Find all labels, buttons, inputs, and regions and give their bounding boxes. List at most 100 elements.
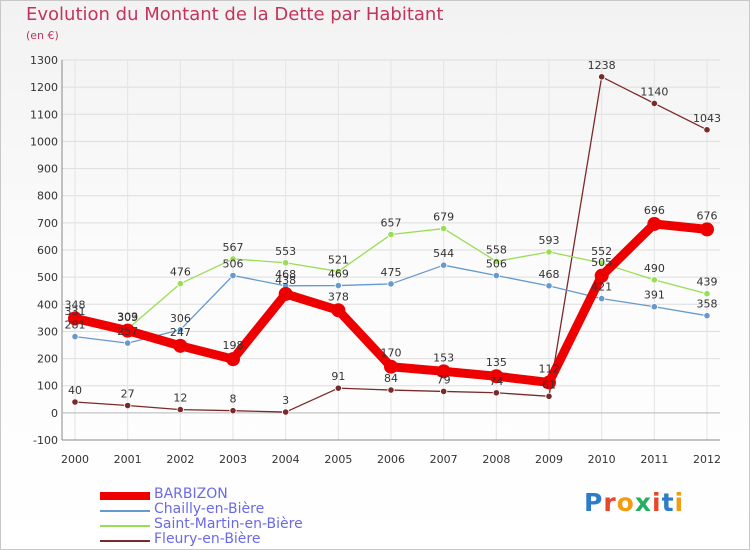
data-point (334, 384, 342, 392)
x-tick-label: 2000 (61, 453, 89, 466)
x-tick-label: 2008 (482, 453, 510, 466)
data-point (436, 364, 451, 379)
x-tick-label: 2003 (219, 453, 247, 466)
x-tick-label: 2004 (272, 453, 300, 466)
data-point (440, 261, 448, 269)
data-point (229, 271, 237, 280)
data-point (282, 259, 290, 267)
y-tick-label: 700 (37, 217, 58, 230)
y-tick-label: 600 (37, 244, 58, 257)
data-label: 3 (282, 394, 289, 407)
x-tick-label: 2010 (588, 453, 616, 466)
data-point (229, 255, 237, 263)
data-label: 8 (230, 393, 237, 406)
data-point (492, 257, 500, 265)
data-point (650, 99, 658, 108)
data-point (387, 230, 395, 239)
logo-letter: i (674, 488, 685, 517)
data-label: 438 (275, 274, 296, 287)
y-tick-label: 100 (37, 380, 58, 393)
data-point (334, 281, 342, 290)
data-label: 552 (591, 245, 612, 258)
data-label: 553 (275, 245, 296, 258)
data-label: 84 (384, 372, 398, 385)
data-label: 421 (591, 281, 612, 294)
data-label: 40 (68, 384, 82, 397)
y-tick-label: 1000 (30, 135, 58, 148)
data-label: 153 (433, 351, 454, 364)
data-label: 91 (331, 370, 345, 383)
x-tick-label: 2011 (640, 453, 668, 466)
data-point (124, 401, 132, 410)
x-tick-label: 2006 (377, 453, 405, 466)
y-tick-label: 300 (37, 325, 58, 338)
data-point (334, 267, 342, 276)
data-point (703, 126, 711, 134)
data-point (68, 311, 82, 326)
data-label: 303 (117, 311, 138, 324)
data-label: 306 (170, 312, 191, 325)
data-label: 247 (170, 326, 191, 339)
data-label: 1043 (693, 112, 721, 125)
grid (62, 59, 720, 441)
logo-letter: r (603, 488, 617, 517)
data-label: 12 (173, 392, 187, 405)
data-label: 657 (381, 217, 402, 230)
data-point (71, 398, 79, 406)
data-label: 79 (437, 373, 451, 386)
data-point (173, 338, 188, 353)
data-point (650, 303, 658, 311)
series-layer (68, 73, 714, 416)
data-point (650, 276, 658, 284)
data-label: 544 (433, 247, 454, 260)
logo-letter: x (634, 488, 652, 517)
data-label: 676 (697, 209, 718, 222)
legend-label: Saint-Martin-en-Bière (154, 516, 303, 532)
x-tick-label: 2007 (430, 453, 458, 466)
data-point (226, 352, 240, 367)
y-tick-label: 1300 (30, 54, 58, 67)
data-label: 281 (65, 319, 86, 332)
logo-letter: i (652, 488, 662, 517)
x-tick-label: 2012 (693, 453, 721, 466)
data-label: 468 (539, 268, 560, 281)
logo-letter: P (584, 488, 604, 517)
data-label: 112 (539, 362, 560, 375)
legend-swatch (100, 510, 150, 512)
data-point (387, 386, 395, 394)
data-label: 490 (644, 262, 665, 275)
data-point (176, 326, 184, 334)
data-point (598, 259, 606, 267)
data-label: 61 (542, 378, 556, 391)
data-label: 469 (328, 268, 349, 281)
data-label: 558 (486, 243, 507, 256)
data-label: 378 (328, 290, 349, 303)
y-tick-label: 800 (37, 190, 58, 203)
x-tick-label: 2002 (166, 453, 194, 466)
data-point (647, 216, 662, 231)
data-label: 593 (539, 234, 560, 247)
legend-swatch (100, 540, 150, 542)
data-point (71, 332, 79, 341)
chart-unit-label: (en €) (26, 29, 59, 42)
data-label: 475 (381, 266, 402, 279)
data-label: 476 (170, 266, 191, 279)
data-label: 170 (381, 347, 402, 360)
data-point (492, 271, 500, 280)
y-tick-label: 200 (37, 353, 58, 366)
proxiti-logo: Proxiti (584, 488, 684, 517)
data-label: 468 (275, 268, 296, 281)
data-label: 391 (644, 289, 665, 302)
data-label: 506 (486, 258, 507, 271)
data-label: 1140 (640, 85, 668, 98)
data-point (545, 282, 553, 290)
data-label: 505 (591, 256, 612, 269)
data-label: 679 (433, 211, 454, 224)
x-tick-label: 2009 (535, 453, 563, 466)
data-point (384, 359, 398, 374)
data-label: 74 (489, 375, 503, 388)
x-tick-label: 2001 (114, 453, 142, 466)
